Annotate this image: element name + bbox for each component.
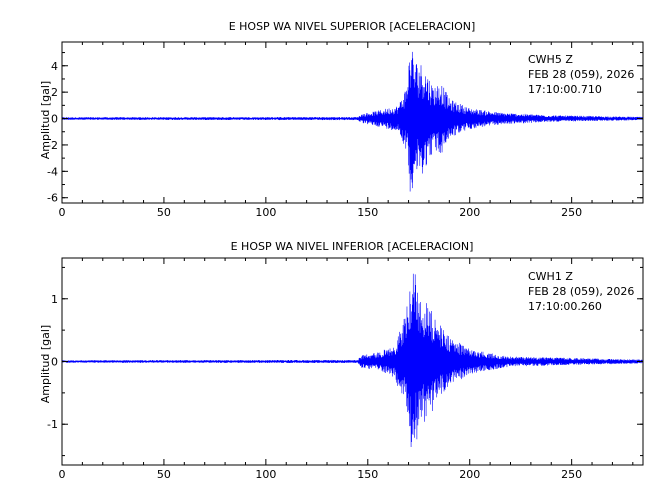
y-tick-label: 2: [51, 86, 58, 99]
seismic-trace: [61, 51, 644, 192]
x-tick-label: 50: [157, 468, 171, 481]
x-tick-label: 0: [59, 468, 66, 481]
y-tick-label: 1: [51, 293, 58, 306]
station-label: CWH5 Z: [528, 53, 573, 66]
time-label: 17:10:00.710: [528, 83, 602, 96]
y-tick-label: -6: [47, 192, 58, 205]
x-tick-label: 0: [59, 206, 66, 219]
x-tick-label: 100: [255, 206, 276, 219]
y-tick-label: 0: [51, 356, 58, 369]
date-label: FEB 28 (059), 2026: [528, 285, 634, 298]
x-tick-label: 150: [357, 468, 378, 481]
x-tick-label: 100: [255, 468, 276, 481]
plot-area: 0 50 100 150 200 250 -1 0 1: [47, 257, 644, 481]
x-tick-label: 150: [357, 206, 378, 219]
y-tick-label: -2: [47, 139, 58, 152]
y-tick-label: 4: [51, 60, 58, 73]
y-tick-label: -4: [47, 165, 58, 178]
station-label: CWH1 Z: [528, 270, 573, 283]
panel-superior: E HOSP WA NIVEL SUPERIOR [ACELERACION] 0…: [39, 20, 644, 219]
plot-frame: [61, 41, 644, 204]
seismic-trace: [61, 273, 644, 448]
chart-title: E HOSP WA NIVEL INFERIOR [ACELERACION]: [231, 240, 474, 253]
x-tick-label: 50: [157, 206, 171, 219]
y-axis-label: Amplitud [gal]: [39, 325, 52, 403]
plot-area: 0 50 100 150 200 250 -6 -4 -2 0 2 4: [47, 41, 644, 219]
panel-inferior: E HOSP WA NIVEL INFERIOR [ACELERACION] 0…: [39, 240, 644, 481]
y-tick-label: 0: [51, 113, 58, 126]
y-axis-label: Amplitud [gal]: [39, 81, 52, 159]
date-label: FEB 28 (059), 2026: [528, 68, 634, 81]
chart-title: E HOSP WA NIVEL SUPERIOR [ACELERACION]: [229, 20, 476, 33]
x-tick-label: 250: [561, 468, 582, 481]
x-tick-label: 200: [459, 468, 480, 481]
y-tick-label: -1: [47, 418, 58, 431]
time-label: 17:10:00.260: [528, 300, 602, 313]
x-tick-label: 200: [459, 206, 480, 219]
x-tick-label: 250: [561, 206, 582, 219]
